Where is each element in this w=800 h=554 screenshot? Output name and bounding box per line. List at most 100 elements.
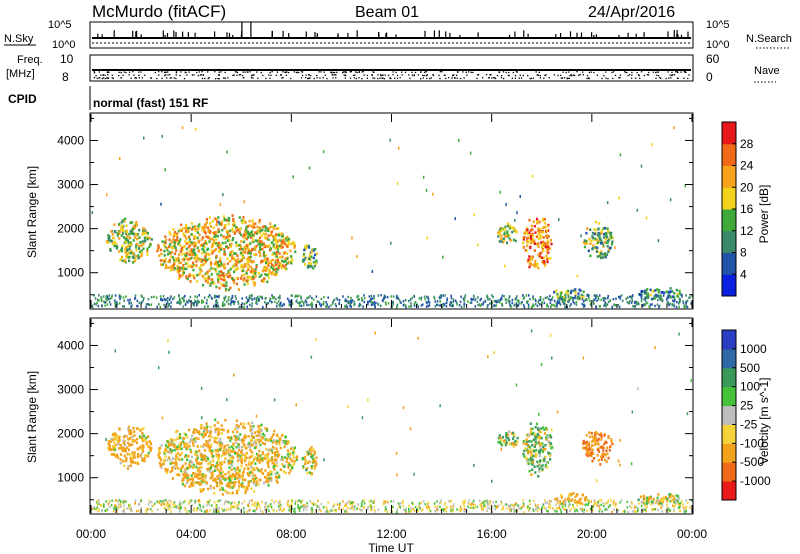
- echo-cell: [105, 297, 107, 300]
- echo-cell: [235, 489, 238, 493]
- echo-cell: [542, 249, 545, 252]
- echo-cell: [610, 438, 613, 441]
- echo-cell: [266, 460, 269, 464]
- nave-dot: [123, 71, 125, 73]
- nave-dot: [394, 77, 396, 79]
- echo-cell: [540, 465, 543, 468]
- echo-cell: [261, 452, 264, 456]
- velocity-echoes: [91, 329, 694, 514]
- echo-cell: [308, 471, 312, 474]
- echo-cell: [549, 458, 552, 461]
- echo-cell: [265, 447, 268, 451]
- nave-dot: [448, 77, 450, 79]
- nave-dot: [588, 71, 590, 74]
- echo-cell: [527, 451, 530, 455]
- echo-cell: [171, 442, 174, 446]
- echo-cell: [542, 240, 545, 244]
- echo-cell: [167, 450, 170, 454]
- echo-cell: [185, 237, 188, 240]
- echo-cell: [523, 449, 526, 453]
- echo-cell: [486, 509, 488, 512]
- echo-cell: [473, 213, 475, 217]
- echo-cell: [497, 440, 500, 444]
- nave-dot: [335, 74, 337, 76]
- echo-cell: [176, 464, 179, 468]
- echo-cell: [642, 494, 646, 498]
- nave-dot: [441, 71, 443, 73]
- echo-cell: [113, 240, 116, 244]
- echo-cell: [237, 481, 241, 485]
- echo-cell: [125, 230, 128, 234]
- echo-cell: [251, 474, 254, 477]
- nave-tick-top: 60: [706, 52, 720, 66]
- echo-cell: [98, 508, 100, 511]
- echo-cell: [220, 424, 223, 427]
- echo-cell: [269, 248, 272, 252]
- nave-dot: [631, 77, 633, 79]
- echo-cell: [600, 239, 603, 243]
- nave-dot: [262, 74, 264, 77]
- echo-cell: [231, 277, 234, 280]
- echo-cell: [309, 450, 312, 453]
- nave-dot: [308, 77, 310, 80]
- nave-dot: [285, 71, 287, 73]
- echo-cell: [251, 298, 253, 301]
- echo-cell: [358, 298, 360, 301]
- echo-cell: [255, 452, 258, 456]
- echo-cell: [255, 446, 258, 449]
- echo-cell: [151, 504, 153, 508]
- echo-cell: [223, 248, 226, 251]
- echo-cell: [227, 269, 230, 273]
- echo-cell: [349, 502, 351, 505]
- echo-cell: [122, 229, 125, 233]
- echo-cell: [330, 509, 333, 512]
- echo-cell: [209, 237, 212, 241]
- echo-cell: [207, 487, 210, 491]
- echo-cell: [249, 234, 252, 237]
- echo-cell: [531, 460, 534, 464]
- nave-dot: [425, 71, 427, 73]
- echo-cell: [276, 471, 279, 475]
- echo-cell: [203, 277, 206, 280]
- echo-cell: [180, 469, 183, 473]
- echo-cell: [125, 232, 128, 236]
- echo-cell: [247, 435, 250, 438]
- echo-cell: [135, 441, 139, 444]
- echo-cell: [610, 234, 613, 238]
- echo-cell: [547, 229, 550, 232]
- echo-cell: [221, 304, 224, 307]
- echo-cell: [229, 245, 232, 248]
- echo-cell: [578, 297, 581, 300]
- nave-dot: [389, 77, 391, 80]
- echo-cell: [206, 270, 209, 274]
- echo-cell: [259, 236, 262, 240]
- echo-cell: [531, 305, 533, 308]
- echo-cell: [317, 499, 319, 502]
- echo-cell: [538, 443, 542, 447]
- echo-cell: [220, 277, 223, 281]
- nave-dot: [184, 71, 186, 73]
- echo-cell: [586, 242, 589, 245]
- nave-dot: [336, 71, 338, 73]
- echo-cell: [249, 255, 252, 259]
- echo-cell: [657, 294, 660, 297]
- echo-cell: [436, 500, 438, 503]
- echo-cell: [582, 446, 585, 450]
- echo-cell: [168, 442, 171, 445]
- nave-dot: [332, 77, 334, 79]
- echo-cell: [121, 219, 124, 222]
- echo-cell: [186, 251, 189, 255]
- echo-cell: [591, 459, 594, 463]
- echo-cell: [537, 428, 540, 431]
- echo-cell: [442, 302, 444, 306]
- nave-dot: [444, 74, 446, 76]
- echo-cell: [310, 466, 313, 470]
- echo-cell: [319, 303, 321, 306]
- echo-cell: [604, 440, 607, 444]
- echo-cell: [292, 241, 296, 245]
- echo-cell: [275, 250, 278, 254]
- echo-cell: [117, 443, 120, 446]
- echo-cell: [528, 294, 530, 297]
- echo-cell: [531, 174, 534, 178]
- colorbar-tick-label: 24: [740, 159, 754, 173]
